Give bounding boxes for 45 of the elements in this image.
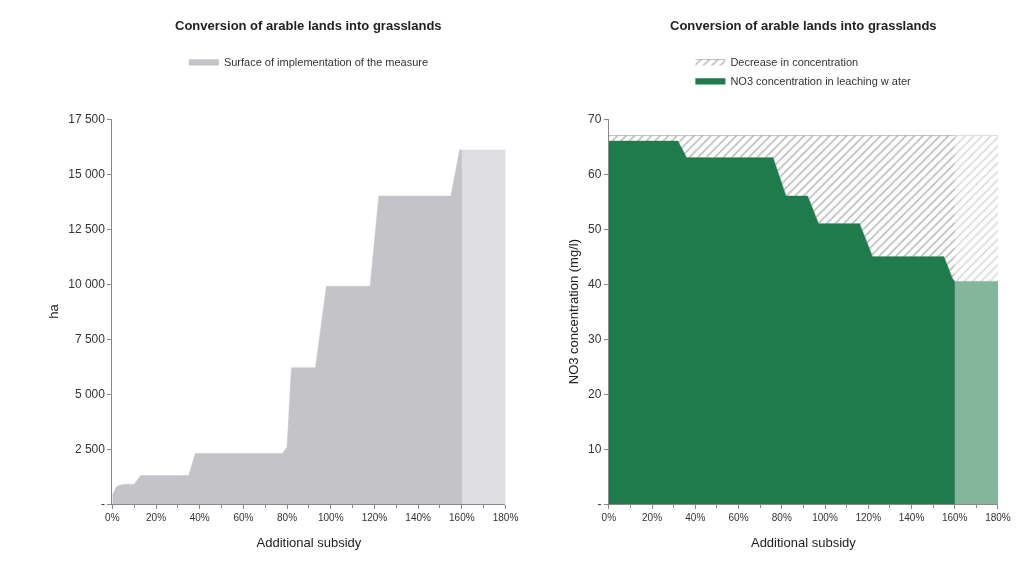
y-tick-label: - [597,497,602,512]
x-tick-label: 20% [146,512,167,524]
x-tick-label: 60% [728,512,749,524]
x-tick-label: 140% [405,512,432,524]
y-tick-label: 10 [588,442,602,457]
chart-title: Conversion of arable lands into grasslands [175,18,442,33]
legend-label: Surface of implementation of the measure [223,55,429,68]
x-tick-label: 100% [812,512,838,524]
x-tick-label: 160% [449,512,475,524]
x-tick-label: 100% [317,512,344,524]
y-tick-label: 20 [588,387,602,402]
x-tick-label: 0% [105,512,120,524]
y-tick-label: - [100,497,105,512]
y-tick-label: 70 [588,112,602,127]
x-tick-label: 120% [855,512,882,524]
y-tick-label: 30 [588,332,602,347]
x-tick-label: 80% [771,512,792,524]
x-tick-label: 180% [492,512,519,524]
chart-title: Conversion of arable lands into grasslands [670,18,937,33]
x-tick-label: 140% [898,512,925,524]
legend-label: Decrease in concentration [730,55,859,68]
x-tick-label: 20% [642,512,663,524]
y-tick-label: 60 [588,167,602,182]
legend-label: NO3 concentration in leaching w ater [730,74,912,87]
x-tick-label: 40% [189,512,210,524]
x-tick-label: 40% [685,512,706,524]
x-tick-label: 0% [601,512,617,524]
x-tick-label: 60% [233,512,254,524]
x-tick-label: 120% [361,512,388,524]
y-tick-label: 2 500 [74,442,106,457]
y-tick-label: 40 [588,277,602,292]
x-axis-title: Additional subsidy [256,534,362,550]
x-tick-label: 180% [985,512,1011,524]
y-tick-label: 17 500 [68,112,106,127]
y-axis-title: ha [46,303,62,319]
x-axis-title: Additional subsidy [750,534,857,550]
y-tick-label: 10 000 [68,277,106,292]
y-tick-label: 15 000 [68,167,106,182]
y-tick-label: 50 [588,222,602,237]
y-tick-label: 7 500 [74,332,106,347]
x-tick-label: 80% [277,512,298,524]
y-tick-label: 5 000 [74,387,106,402]
y-axis-title: NO3 concentration (mg/l) [565,238,581,385]
x-tick-label: 160% [941,512,968,524]
y-tick-label: 12 500 [68,222,106,237]
